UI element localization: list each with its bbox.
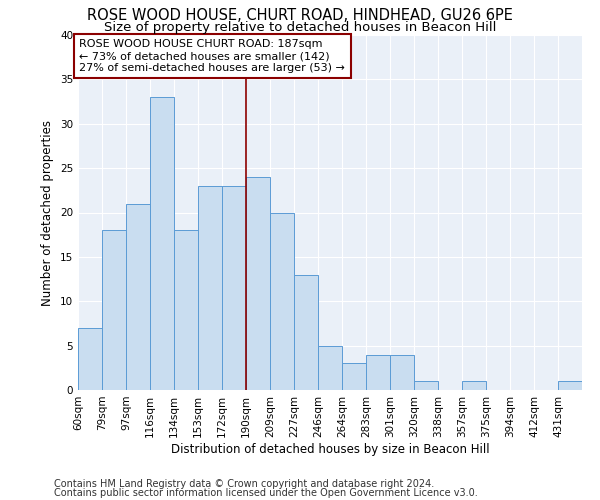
Bar: [198, 186, 222, 390]
Text: ROSE WOOD HOUSE CHURT ROAD: 187sqm
← 73% of detached houses are smaller (142)
27: ROSE WOOD HOUSE CHURT ROAD: 187sqm ← 73%…: [79, 40, 345, 72]
Bar: [390, 354, 414, 390]
Bar: [174, 230, 198, 390]
Text: Size of property relative to detached houses in Beacon Hill: Size of property relative to detached ho…: [104, 21, 496, 34]
Bar: [270, 212, 294, 390]
Bar: [462, 381, 486, 390]
X-axis label: Distribution of detached houses by size in Beacon Hill: Distribution of detached houses by size …: [170, 442, 490, 456]
Text: Contains HM Land Registry data © Crown copyright and database right 2024.: Contains HM Land Registry data © Crown c…: [54, 479, 434, 489]
Bar: [222, 186, 246, 390]
Bar: [102, 230, 126, 390]
Y-axis label: Number of detached properties: Number of detached properties: [41, 120, 55, 306]
Bar: [318, 346, 342, 390]
Bar: [246, 177, 270, 390]
Text: ROSE WOOD HOUSE, CHURT ROAD, HINDHEAD, GU26 6PE: ROSE WOOD HOUSE, CHURT ROAD, HINDHEAD, G…: [87, 8, 513, 22]
Bar: [366, 354, 390, 390]
Bar: [78, 328, 102, 390]
Text: Contains public sector information licensed under the Open Government Licence v3: Contains public sector information licen…: [54, 488, 478, 498]
Bar: [294, 274, 318, 390]
Bar: [150, 97, 174, 390]
Bar: [414, 381, 438, 390]
Bar: [342, 364, 366, 390]
Bar: [126, 204, 150, 390]
Bar: [558, 381, 582, 390]
